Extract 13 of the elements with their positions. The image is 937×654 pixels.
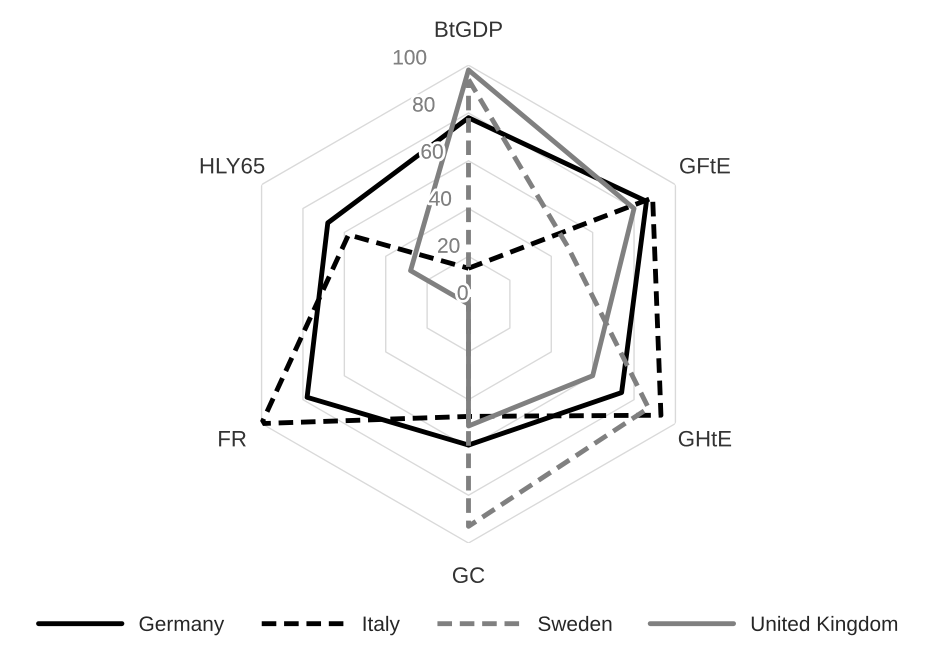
legend-label: Sweden xyxy=(538,616,612,632)
spoke-label: FR xyxy=(219,431,246,446)
legend-label: Italy xyxy=(364,616,400,636)
spoke-label: GC xyxy=(452,567,484,584)
y-tick-label: 20 xyxy=(438,238,460,253)
y-tick-label: 100 xyxy=(394,50,426,65)
spoke-label: HLY65 xyxy=(200,158,264,174)
spoke-label: GHtE xyxy=(678,430,732,447)
spoke-label: GFtE xyxy=(680,158,730,174)
legend-label: United Kingdom xyxy=(752,616,898,636)
spoke-label: BtGDP xyxy=(436,21,502,38)
y-tick-label: 80 xyxy=(413,96,434,112)
legend-label: Germany xyxy=(140,616,224,636)
